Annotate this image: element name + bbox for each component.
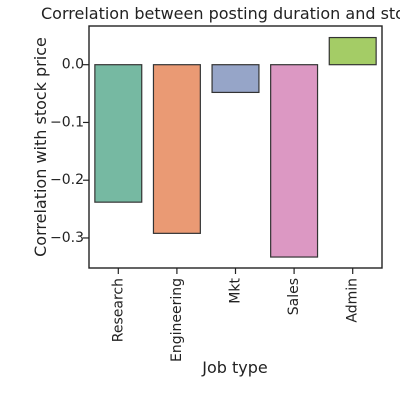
bar-admin [328,36,377,66]
bar-engineering [152,64,201,234]
x-tick-label: Sales [286,278,302,315]
x-axis-title: Job type [201,358,268,377]
bar-sales [270,64,319,258]
bar-research [94,64,143,203]
x-tick-label: Research [110,278,126,342]
bar-mkt [211,64,260,94]
x-tick-label: Engineering [169,278,185,362]
bars-layer [94,36,377,258]
chart-title: Correlation between posting duration and… [41,4,400,23]
y-tick-label: 0.0 [62,57,84,73]
y-tick-label: −0.2 [50,172,84,188]
x-tick-label: Mkt [228,278,244,304]
y-tick-label: −0.1 [50,114,84,130]
y-axis: 0.0 −0.1 −0.2 −0.3 [50,57,89,246]
x-axis: Research Engineering Mkt Sales Admin [110,268,361,362]
y-axis-title: Correlation with stock price [31,37,50,257]
x-tick-label: Admin [345,278,361,323]
y-tick-label: −0.3 [50,230,84,246]
